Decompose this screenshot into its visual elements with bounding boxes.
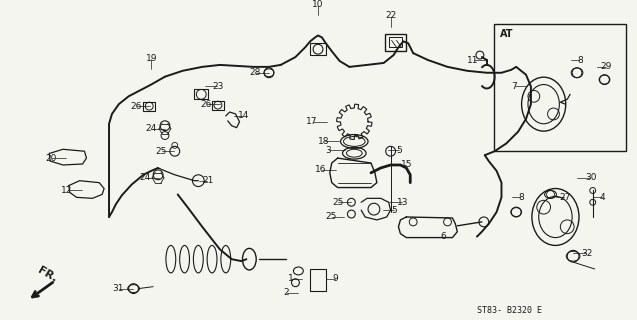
- Bar: [385, 34, 406, 51]
- Text: 2: 2: [284, 288, 289, 297]
- Text: 19: 19: [145, 53, 157, 62]
- Text: 15: 15: [401, 161, 412, 170]
- Text: 27: 27: [559, 193, 571, 202]
- Bar: [494, 24, 626, 151]
- Text: 22: 22: [385, 11, 396, 20]
- Text: 25: 25: [332, 198, 343, 207]
- Text: 25: 25: [325, 212, 336, 221]
- Text: 28: 28: [250, 68, 261, 77]
- Text: 7: 7: [512, 82, 517, 91]
- Text: 25: 25: [155, 147, 167, 156]
- Text: 24: 24: [140, 173, 151, 182]
- Text: FR.: FR.: [36, 265, 59, 284]
- Text: 16: 16: [315, 165, 327, 174]
- Text: AT: AT: [499, 29, 513, 39]
- Text: 20: 20: [45, 154, 57, 163]
- Text: 23: 23: [212, 82, 224, 91]
- Text: 24: 24: [146, 124, 157, 133]
- Text: 29: 29: [601, 62, 612, 71]
- Text: 1: 1: [288, 274, 294, 283]
- Text: 9: 9: [333, 274, 338, 283]
- Text: 5: 5: [392, 206, 397, 215]
- Text: 32: 32: [581, 249, 592, 258]
- Text: 5: 5: [397, 146, 403, 155]
- Text: 18: 18: [318, 137, 329, 146]
- Text: 17: 17: [306, 117, 318, 126]
- Text: 4: 4: [599, 193, 605, 202]
- Text: ST83- B2320 E: ST83- B2320 E: [477, 306, 542, 315]
- Bar: [194, 89, 208, 99]
- Text: 3: 3: [325, 146, 331, 155]
- Bar: [310, 269, 326, 291]
- Text: 13: 13: [397, 198, 408, 207]
- Text: 6: 6: [441, 232, 447, 241]
- Text: 14: 14: [238, 111, 249, 120]
- Bar: [143, 102, 155, 111]
- Bar: [212, 101, 224, 110]
- Text: 11: 11: [468, 55, 479, 65]
- Text: 8: 8: [519, 193, 524, 202]
- Text: 8: 8: [577, 55, 583, 65]
- Bar: [310, 43, 326, 55]
- Text: 30: 30: [585, 173, 596, 182]
- Text: 21: 21: [203, 176, 214, 185]
- Text: 26: 26: [201, 100, 212, 109]
- Text: 12: 12: [61, 186, 73, 195]
- Text: 10: 10: [312, 0, 324, 9]
- Text: 26: 26: [131, 102, 142, 111]
- Text: 31: 31: [112, 284, 124, 293]
- Bar: [389, 37, 403, 47]
